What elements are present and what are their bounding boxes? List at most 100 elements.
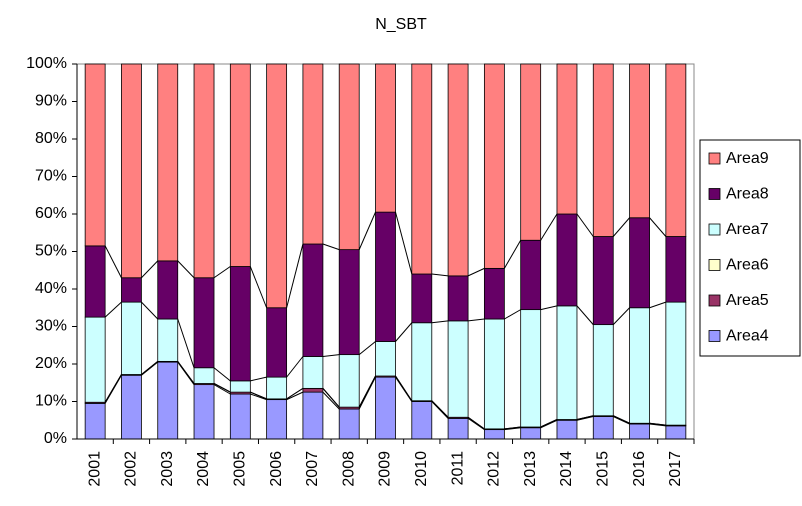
y-tick-label: 80%: [35, 130, 67, 147]
bar-segment: [84, 316, 106, 403]
series-line: [395, 375, 413, 402]
y-tick-label: 70%: [35, 168, 67, 185]
series-line: [322, 391, 340, 410]
series-line: [540, 305, 558, 311]
series-line: [141, 260, 159, 279]
series-line: [322, 243, 340, 251]
legend-swatch: [708, 294, 721, 307]
series-line: [358, 375, 376, 408]
bar-segment: [629, 423, 650, 440]
y-tick-label: 0%: [44, 430, 67, 447]
bar-segment: [266, 399, 288, 440]
bar-segment: [157, 318, 179, 362]
series-line: [467, 417, 485, 431]
bar-segment: [193, 367, 215, 384]
bar-segment: [520, 309, 542, 428]
series-line: [358, 211, 376, 250]
series-line: [395, 211, 413, 275]
bar-segment: [157, 361, 179, 440]
series-line: [104, 301, 122, 318]
bar-segment: [447, 417, 469, 440]
series-line: [576, 213, 594, 237]
bar-segment: [157, 63, 179, 262]
series-line: [540, 419, 558, 429]
y-tick-label: 50%: [35, 243, 67, 260]
series-line: [504, 309, 521, 320]
bar-segment: [302, 356, 324, 389]
bar-segment: [411, 322, 433, 402]
series-line: [141, 361, 159, 376]
series-line: [612, 307, 630, 325]
bar-segment: [338, 354, 360, 408]
bar-segment: [338, 63, 360, 251]
bar-segment: [592, 416, 614, 440]
series-line: [431, 401, 449, 419]
x-tick-label: 2003: [159, 451, 176, 487]
series-line: [468, 318, 485, 322]
series-line: [649, 217, 667, 237]
series-line: [649, 301, 667, 309]
series-line: [177, 361, 195, 384]
bar-segment: [411, 401, 433, 440]
legend-box: [699, 139, 801, 357]
series-line: [358, 341, 376, 356]
bar-segment: [84, 63, 106, 247]
bar-segment: [556, 63, 578, 215]
x-tick-label: 2006: [268, 451, 285, 487]
series-line: [213, 367, 231, 382]
series-line: [213, 383, 231, 393]
series-line: [286, 391, 304, 401]
bar-segment: [338, 249, 360, 356]
series-line: [213, 384, 231, 395]
bar-segment: [447, 275, 469, 322]
series-line: [540, 213, 558, 241]
bar-segment: [483, 267, 505, 320]
series-line: [649, 423, 666, 427]
series-line: [503, 239, 522, 269]
x-tick-label: 2014: [558, 451, 575, 487]
bar-segment: [629, 63, 650, 219]
legend-swatch: [708, 330, 721, 342]
series-line: [576, 305, 594, 325]
series-line: [250, 393, 267, 401]
bar-segment: [592, 324, 614, 417]
legend-swatch: [708, 223, 721, 236]
bar-segment: [121, 301, 142, 375]
series-line: [250, 391, 267, 400]
legend-swatch: [708, 188, 721, 200]
bar-segment: [193, 277, 215, 369]
bar-segment: [665, 63, 687, 237]
y-tick-label: 100%: [26, 55, 67, 72]
series-line: [286, 356, 304, 378]
series-line: [431, 320, 449, 324]
bar-segment: [665, 425, 687, 440]
bar-segment: [629, 307, 650, 424]
legend-label: Area7: [726, 221, 769, 238]
bar-segment: [483, 318, 505, 430]
bar-segment: [121, 63, 142, 279]
bar-segment: [157, 260, 179, 320]
legend-label: Area5: [726, 292, 769, 309]
bar-segment: [266, 376, 288, 400]
series-line: [322, 388, 340, 408]
legend-swatch: [708, 152, 721, 165]
series-line: [613, 416, 630, 425]
x-tick-label: 2016: [631, 451, 648, 487]
bar-segment: [556, 419, 578, 440]
series-line: [431, 400, 449, 418]
bar-segment: [375, 63, 396, 213]
bar-segment: [629, 217, 650, 309]
y-tick-label: 40%: [35, 280, 67, 297]
series-line: [322, 354, 340, 357]
series-line: [286, 387, 304, 400]
x-tick-label: 2015: [594, 451, 611, 487]
bar-segment: [302, 387, 324, 393]
series-line: [540, 419, 558, 428]
bar-segment: [121, 277, 142, 303]
x-tick-label: 2009: [377, 451, 394, 487]
bar-segment: [665, 301, 687, 426]
bar-segment: [229, 380, 251, 393]
bar-segment: [665, 236, 687, 303]
bar-segment: [338, 408, 360, 440]
bar-segment: [229, 63, 251, 267]
